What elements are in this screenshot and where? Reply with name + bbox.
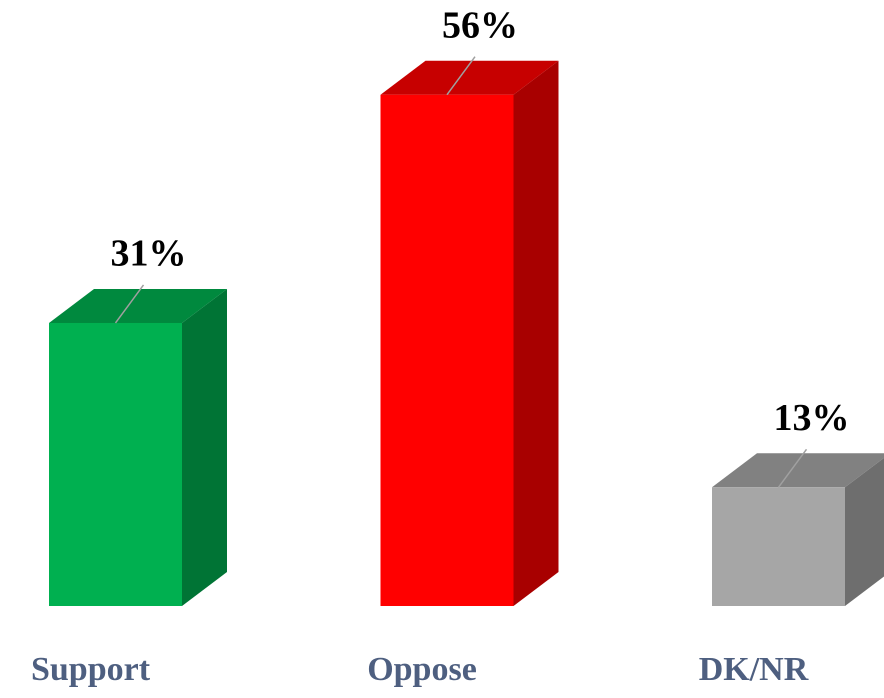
leader-line [446, 56, 476, 96]
x-tick-label: Support [31, 651, 151, 688]
x-tick-label: Oppose [367, 651, 477, 688]
x-tick-label: DK/NR [699, 651, 809, 688]
leader-line [777, 448, 808, 488]
bar [712, 487, 845, 606]
value-label: 13% [774, 397, 850, 439]
bar [49, 322, 182, 606]
bar-top [49, 288, 227, 323]
leader-line [114, 284, 145, 324]
value-label: 31% [111, 233, 187, 275]
bar-side [513, 60, 559, 607]
bar-side [845, 457, 884, 606]
value-label: 56% [442, 4, 518, 46]
bar-top [712, 453, 884, 488]
bar-side [182, 288, 227, 606]
bar-top [380, 60, 559, 95]
bar [380, 94, 514, 606]
